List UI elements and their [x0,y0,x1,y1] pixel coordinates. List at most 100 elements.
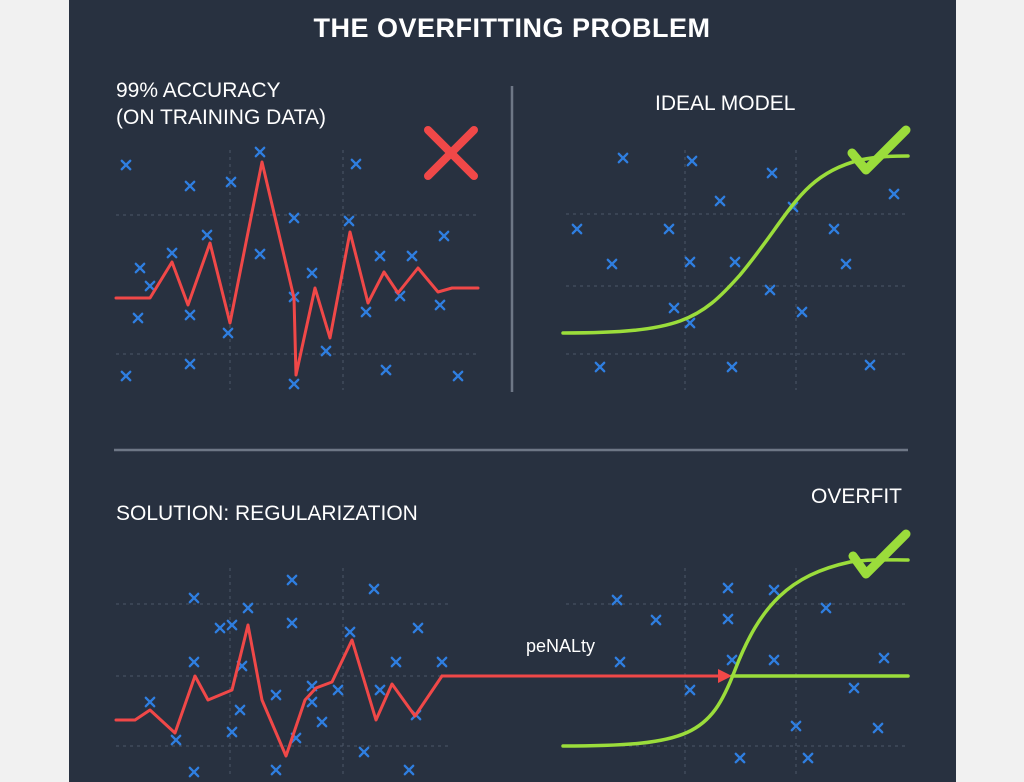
check-icon [847,125,911,175]
data-point-marker [406,250,418,262]
data-point-marker [343,215,355,227]
data-point-marker [166,247,178,259]
diagram-title: THE OVERFITTING PROBLEM [313,13,710,43]
top-left-grid [116,150,478,390]
data-point-marker [611,594,623,606]
data-point-marker [286,574,298,586]
data-point-marker [614,656,626,668]
accuracy-label: 99% ACCURACY [116,79,281,102]
ideal-curve-top [561,154,910,335]
check-icon-bottom [848,529,911,579]
data-point-marker [288,378,300,390]
data-point-marker [802,752,814,764]
data-point-marker [571,223,583,235]
data-point-marker [306,696,318,708]
bottom-left-grid [116,568,450,778]
data-point-marker [412,622,424,634]
data-point-marker [726,361,738,373]
data-point-marker [864,359,876,371]
data-point-marker [796,306,808,318]
data-point-marker [684,256,696,268]
data-point-marker [686,155,698,167]
data-point-marker [254,248,266,260]
overfit-curve-top [114,160,480,377]
data-point-marker [201,229,213,241]
data-point-marker [270,689,282,701]
data-point-marker [438,230,450,242]
overfit-label: OVERFIT [811,485,902,508]
data-point-marker [722,582,734,594]
data-point-marker [390,656,402,668]
data-point-marker [617,152,629,164]
data-point-marker [226,726,238,738]
data-point-marker [188,656,200,668]
data-point-marker [594,361,606,373]
data-point-marker [316,716,328,728]
data-point-marker [344,626,356,638]
data-point-marker [132,312,144,324]
data-point-marker [170,734,182,746]
data-point-marker [828,223,840,235]
data-point-marker [320,345,332,357]
penalty-label: peNALty [526,636,595,656]
data-point-marker [214,622,226,634]
data-point-marker [848,682,860,694]
data-point-marker [764,284,776,296]
data-point-marker [729,256,741,268]
data-point-marker [144,280,156,292]
data-point-marker [650,614,662,626]
data-point-marker [288,212,300,224]
data-point-marker [888,188,900,200]
data-point-marker [188,766,200,778]
data-point-marker [434,299,446,311]
data-point-marker [722,613,734,625]
data-point-marker [270,764,282,776]
data-point-marker [134,262,146,274]
data-point-marker [663,223,675,235]
data-point-marker [222,327,234,339]
penalty-arrowhead [718,669,732,683]
data-point-marker [184,358,196,370]
solution-label: SOLUTION: REGULARIZATION [116,502,418,525]
data-point-marker [768,584,780,596]
data-point-marker [452,370,464,382]
data-point-marker [436,656,448,668]
data-point-marker [374,684,386,696]
data-point-marker [403,764,415,776]
top-right-grid [566,150,908,390]
data-point-marker [606,258,618,270]
cross-icon [424,126,478,180]
data-point-marker [878,652,890,664]
data-point-marker [714,195,726,207]
data-point-marker [184,309,196,321]
data-point-marker [242,602,254,614]
data-point-marker [368,583,380,595]
overfit-curve-bottom [114,623,444,758]
data-point-marker [286,617,298,629]
data-point-marker [350,158,362,170]
data-point-marker [120,370,132,382]
data-point-marker [820,602,832,614]
data-point-marker [668,302,680,314]
data-point-marker [358,746,370,758]
data-point-marker [766,167,778,179]
data-point-marker [254,146,266,158]
data-point-marker [734,752,746,764]
data-point-marker [360,306,372,318]
data-point-marker [332,684,344,696]
data-points [120,146,900,778]
training-data-label: (ON TRAINING DATA) [116,106,326,129]
data-point-marker [184,180,196,192]
data-point-marker [226,619,238,631]
data-point-marker [684,684,696,696]
data-point-marker [380,364,392,376]
ideal-curve-bottom [561,558,910,748]
data-point-marker [144,696,156,708]
data-point-marker [234,704,246,716]
data-point-marker [684,317,696,329]
ideal-model-label: IDEAL MODEL [655,92,795,115]
data-point-marker [726,654,738,666]
data-point-marker [374,250,386,262]
data-point-marker [306,267,318,279]
